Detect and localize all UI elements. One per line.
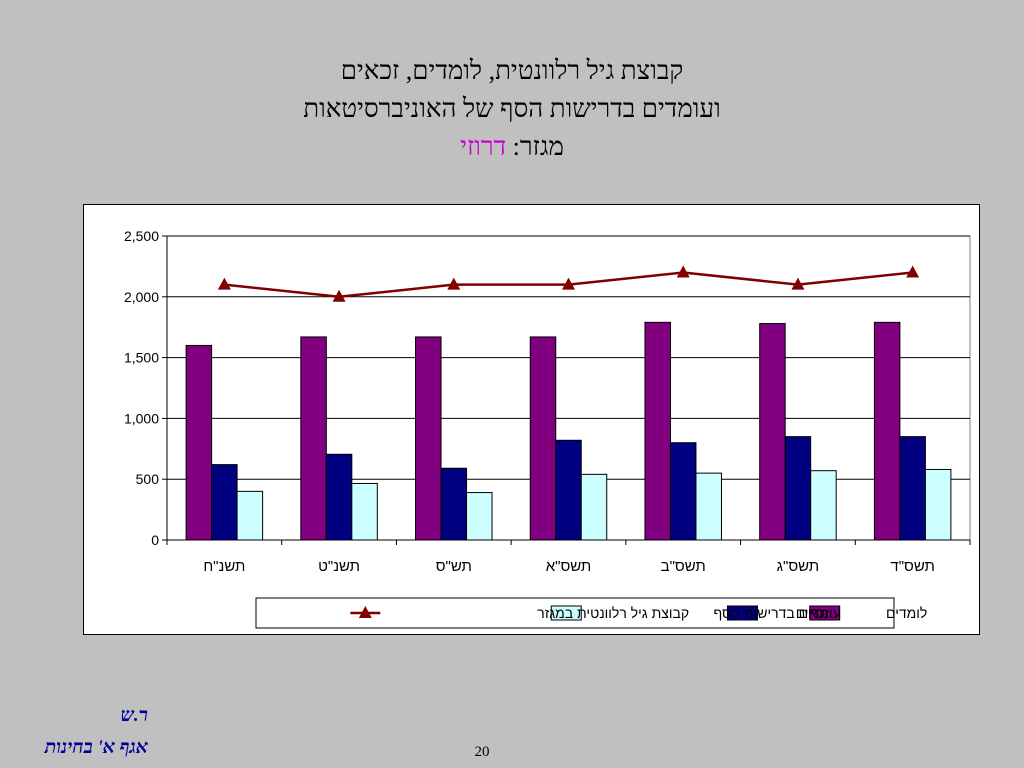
bar [873, 321, 901, 541]
bar [784, 436, 812, 541]
bar [300, 336, 327, 541]
bar [415, 336, 442, 541]
legend-label: זכאים [796, 605, 830, 621]
page-number: 20 [474, 744, 490, 760]
chart-frame: 0 500 1,000 1,500 2,000 2,500 תשנ"ח תשנ"ט תש"ס תש… [83, 204, 980, 635]
bar [924, 468, 952, 541]
line-marker [676, 265, 690, 278]
bar [211, 464, 238, 541]
x-tick-label: תשס"ד [890, 558, 935, 575]
line-marker [217, 277, 231, 290]
bar [759, 323, 786, 541]
sector-label: מגזר: [512, 132, 564, 161]
bar [555, 439, 582, 541]
bar [466, 492, 493, 541]
bar [440, 467, 468, 541]
bar [695, 472, 722, 541]
line-marker [791, 277, 805, 290]
bar [529, 336, 557, 541]
y-tick-label: 1,500 [124, 350, 159, 366]
legend-swatch [809, 605, 841, 621]
title-line-3: מגזר: דרוזי [0, 128, 1024, 166]
x-tick-label: תשס"ג [777, 558, 820, 575]
chart-svg: 0 500 1,000 1,500 2,000 2,500 תשנ"ח תשנ"ט תש"ס תש… [124, 228, 971, 629]
y-tick-label: 0 [151, 532, 159, 548]
x-tick-label: תש"ס [436, 558, 472, 575]
footer-author: ר.ש [120, 705, 148, 726]
chart-title: קבוצת גיל רלוונטית, לומדים, זכאים ועומדי… [0, 52, 1024, 166]
legend-marker [358, 606, 372, 618]
bar [185, 344, 213, 541]
line-marker [447, 277, 461, 290]
bar [669, 442, 697, 541]
legend-swatch [550, 605, 582, 621]
x-tick-label: תשנ"ח [203, 558, 245, 575]
x-tick-label: תשנ"ט [318, 558, 360, 575]
line-marker [906, 265, 920, 278]
bar [580, 473, 608, 541]
title-line-2: ועומדים בדרישות הסף של האוניברסיטאות [303, 94, 721, 123]
line-marker [332, 289, 346, 302]
bar [899, 436, 926, 541]
title-line-1: קבוצת גיל רלוונטית, לומדים, זכאים [340, 56, 684, 85]
legend-label: לומדים [886, 605, 927, 621]
bar [644, 321, 671, 541]
x-tick-label: תשס"א [546, 558, 592, 575]
bar [810, 470, 837, 541]
legend-label: עומדים בדרישות הסף [713, 605, 840, 621]
legend-swatch [726, 605, 758, 621]
y-tick-label: 2,000 [124, 289, 159, 305]
y-tick-label: 1,000 [124, 410, 159, 426]
bar [325, 453, 353, 541]
y-tick-label: 2,500 [124, 228, 159, 244]
line-marker [562, 277, 575, 290]
bar [236, 490, 264, 541]
legend-label: קבוצת גיל רלוונטית במגזר [537, 605, 689, 621]
bar [351, 482, 378, 541]
y-tick-label: 500 [136, 471, 160, 487]
footer-department: אגף א' בחינות [44, 737, 148, 758]
x-tick-label: תשס"ב [661, 558, 706, 575]
sector-value: דרוזי [460, 132, 507, 161]
